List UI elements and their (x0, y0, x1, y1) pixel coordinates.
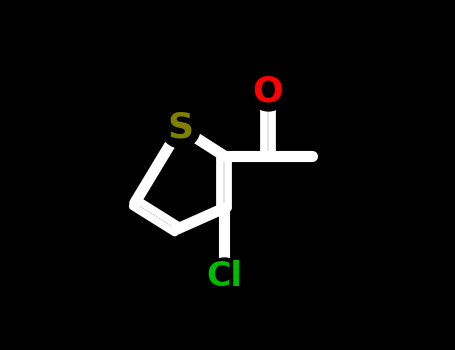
Text: Cl: Cl (206, 260, 242, 293)
Text: O: O (253, 74, 283, 108)
Text: S: S (167, 111, 193, 145)
